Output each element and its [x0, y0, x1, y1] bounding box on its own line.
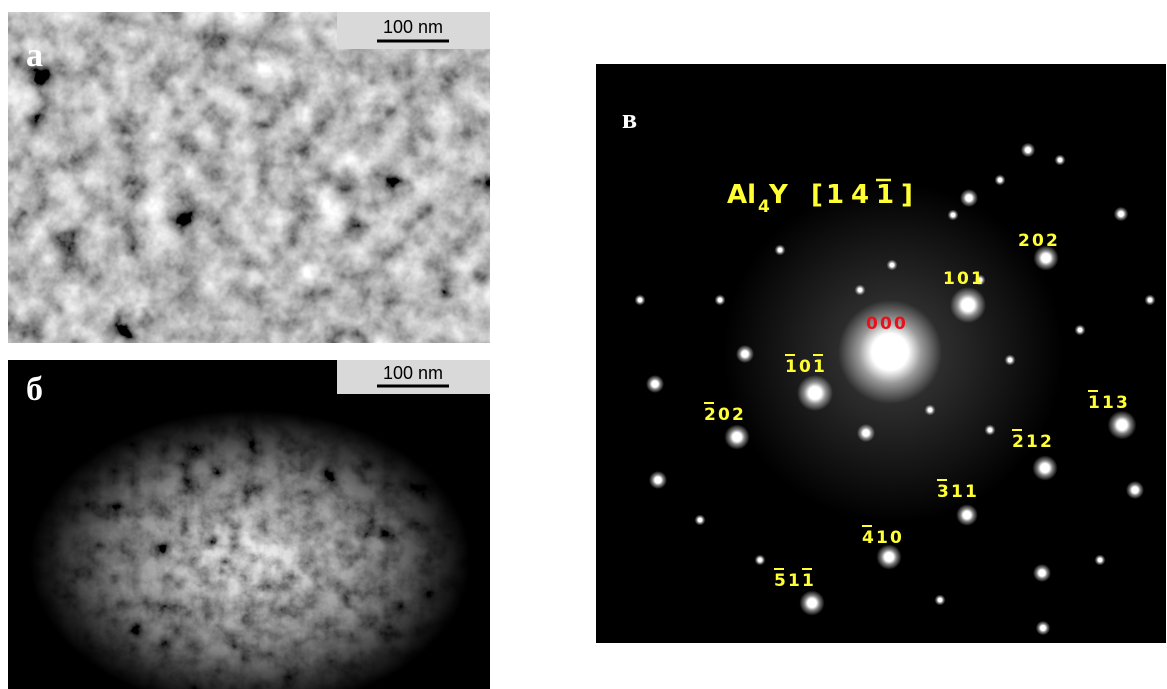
- diffraction-spot: [925, 405, 936, 416]
- diffraction-spot: [1021, 143, 1035, 157]
- spot-index: 0: [894, 314, 906, 334]
- diffraction-spot: [1055, 155, 1066, 166]
- spot-index: 1: [971, 269, 983, 289]
- panel-b: 100 nm б: [8, 360, 490, 689]
- bracket: ]: [901, 180, 913, 210]
- diffraction-spot: [857, 424, 875, 442]
- diffraction-spot: [855, 285, 866, 296]
- spot-index: 1: [802, 571, 814, 591]
- phase: Y: [768, 180, 789, 210]
- diffraction-spot: [985, 425, 996, 436]
- spot-index: 1: [1026, 432, 1038, 452]
- scale-label: 100 nm: [383, 363, 443, 383]
- spot-index: 5: [774, 571, 786, 591]
- diffraction-spot: [755, 555, 766, 566]
- spot-index: 0: [890, 528, 902, 548]
- diffraction-spot: [950, 287, 986, 323]
- tem-image: [8, 12, 490, 343]
- panel-letter: в: [622, 104, 637, 135]
- diffraction-spot: [995, 175, 1006, 186]
- diffraction-spot: [799, 590, 824, 615]
- spot-index: 1: [965, 482, 977, 502]
- diffraction-spot: [649, 471, 667, 489]
- diffraction-spot: [876, 544, 901, 569]
- spot-index: 0: [718, 405, 730, 425]
- figure: 100 nm а 100 nm б в Al4Y[141]00010120210…: [0, 0, 1167, 689]
- spot-index: 0: [957, 269, 969, 289]
- spot-index: 2: [704, 405, 716, 425]
- diffraction-spot: [1126, 481, 1144, 499]
- diffraction-spot: [1075, 325, 1086, 336]
- phase: Al: [727, 180, 756, 210]
- spot-index: 1: [1102, 393, 1114, 413]
- diffraction-spot: [797, 375, 833, 411]
- diffraction-spot: [1032, 455, 1057, 480]
- spot-index: 1: [785, 357, 797, 377]
- diffraction-spot: [887, 260, 898, 271]
- zone-index: 1: [826, 180, 844, 210]
- diffraction-spot: [935, 595, 946, 606]
- diffraction-spot: [1033, 564, 1051, 582]
- diffraction-spot: [695, 515, 706, 526]
- zone-index: 1: [876, 180, 894, 210]
- spot-index: 2: [1012, 432, 1024, 452]
- spot-index: 2: [1046, 231, 1058, 251]
- spot-index: 0: [1032, 231, 1044, 251]
- spot-index: 2: [732, 405, 744, 425]
- panel-letter: б: [26, 371, 43, 408]
- scale-label: 100 nm: [383, 17, 443, 37]
- spot-index: 4: [862, 528, 874, 548]
- spot-index: 2: [1018, 231, 1030, 251]
- diffraction-spot: [1108, 411, 1137, 440]
- diffraction-spot: [736, 345, 754, 363]
- tem-image: [8, 360, 490, 689]
- diffraction-spot: [724, 424, 749, 449]
- spot-index: 0: [866, 314, 878, 334]
- spot-index: 1: [788, 571, 800, 591]
- diffraction-spot: [956, 504, 978, 526]
- spot-index: 0: [799, 357, 811, 377]
- spot-index: 2: [1040, 432, 1052, 452]
- diffraction-spot: [775, 245, 786, 256]
- spot-index: 1: [943, 269, 955, 289]
- bracket: [: [811, 180, 823, 210]
- diffraction-spot: [646, 375, 664, 393]
- diffraction-spot: [1145, 295, 1156, 306]
- diffraction-spot: [1095, 555, 1106, 566]
- spot-index: 1: [876, 528, 888, 548]
- diffraction-spot: [635, 295, 646, 306]
- diffraction-spot: [960, 189, 978, 207]
- panel-letter: а: [26, 37, 43, 74]
- diffraction-spot: [1005, 355, 1016, 366]
- diffraction-spot: [948, 210, 959, 221]
- spot-index: 3: [937, 482, 949, 502]
- panel-a: 100 nm а: [8, 12, 490, 343]
- diffraction-spot: [1114, 207, 1128, 221]
- spot-index: 1: [951, 482, 963, 502]
- diffraction-spot: [1036, 621, 1050, 635]
- spot-index: 0: [880, 314, 892, 334]
- spot-index: 1: [813, 357, 825, 377]
- diffraction-spot: [715, 295, 726, 306]
- zone-index: 4: [851, 180, 869, 210]
- spot-index: 3: [1116, 393, 1128, 413]
- spot-index: 1: [1088, 393, 1100, 413]
